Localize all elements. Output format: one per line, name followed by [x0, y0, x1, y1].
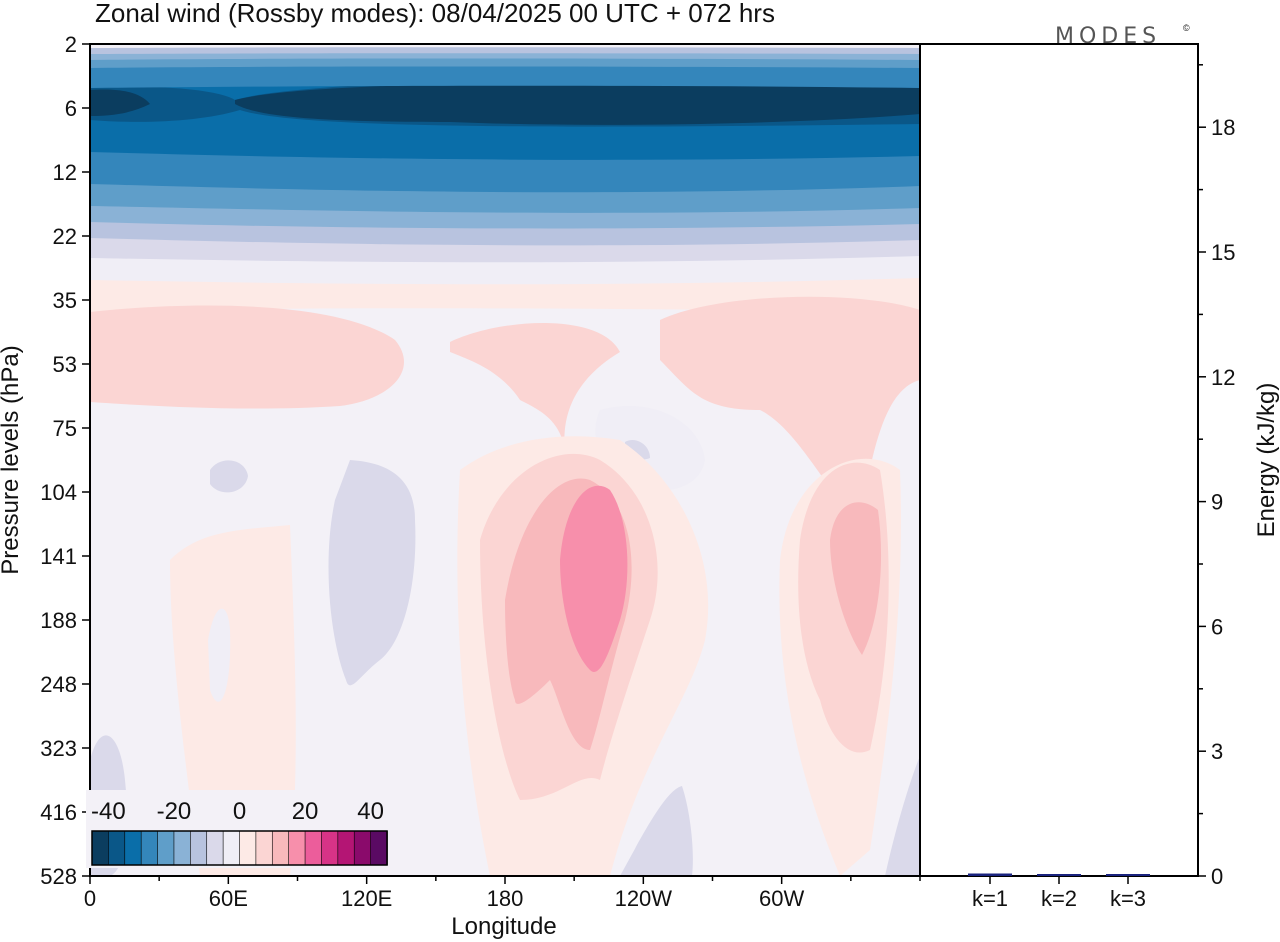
wavenumber-axis: k=1 k=2 k=3 — [972, 876, 1146, 911]
pos-core-east — [830, 502, 882, 655]
logo-registered-mark: © — [1183, 23, 1190, 33]
energy-bar — [1037, 874, 1081, 876]
neg-blob-6 — [620, 786, 693, 876]
colorbar-tick-label: 40 — [357, 798, 384, 825]
x-tick-label: 60W — [759, 886, 804, 911]
band-neg-40 — [90, 89, 150, 116]
y-tick-label: 22 — [53, 224, 77, 249]
y-tick-label: 6 — [65, 96, 77, 121]
energy-bar — [1106, 874, 1150, 876]
pos-col-west — [170, 525, 296, 876]
colorbar-cell — [140, 830, 159, 866]
colorbar-cell — [157, 830, 175, 866]
y-tick-label: 248 — [40, 672, 77, 697]
y-tick-label: 323 — [40, 736, 77, 761]
pos-blob-west — [90, 305, 404, 409]
colorbar-cell — [173, 830, 192, 866]
colorbar-cell — [304, 830, 323, 866]
pressure-axis: 2 6 12 22 35 53 75 104 141 188 248 323 416 528 — [40, 32, 90, 889]
colorbar-cell — [91, 830, 110, 866]
y-tick-label: 35 — [53, 288, 77, 313]
neg-blob-2 — [328, 460, 416, 686]
energy-tick-label: 6 — [1211, 614, 1223, 639]
energy-tick-label: 0 — [1211, 864, 1223, 889]
x-tick-label: 0 — [84, 886, 96, 911]
colorbar-cell — [271, 830, 290, 866]
x-tick-label: 120E — [341, 886, 392, 911]
neg-blob-1 — [210, 460, 248, 493]
colorbar-tick-label: 0 — [233, 798, 246, 825]
longitude-axis: 0 60E 120E 180 120W 60W — [84, 876, 921, 911]
energy-tick-label: 12 — [1211, 365, 1235, 390]
energy-bars — [968, 873, 1150, 876]
y-tick-label: 528 — [40, 864, 77, 889]
y-tick-label: 104 — [40, 480, 77, 505]
colorbar-cell — [108, 830, 126, 866]
energy-axis-label: Energy (kJ/kg) — [1253, 383, 1280, 538]
zonal-wind-heatmap — [90, 44, 920, 876]
pos-core-mid — [560, 485, 628, 672]
energy-tick-label: 3 — [1211, 739, 1223, 764]
colorbar-cell — [321, 830, 339, 866]
colorbar-cell — [288, 830, 306, 866]
y-tick-label: 12 — [53, 160, 77, 185]
colorbar-tick-label: -40 — [91, 798, 126, 825]
energy-panel-frame — [919, 43, 1199, 877]
x-tick-label: 60E — [209, 886, 248, 911]
wavenumber-label: k=1 — [972, 886, 1008, 911]
colorbar-cell — [370, 830, 388, 866]
modes-logo: MODES — [1055, 24, 1161, 49]
y-tick-label: 416 — [40, 800, 77, 825]
colorbar: -40 -20 0 20 40 — [86, 790, 394, 868]
pos-col-west-hole — [208, 608, 231, 702]
pos-blob-mid — [450, 322, 620, 450]
wavenumber-label: k=2 — [1041, 886, 1077, 911]
colorbar-cell — [190, 830, 208, 866]
colorbar-frame — [91, 830, 388, 866]
energy-tick-label: 18 — [1211, 115, 1235, 140]
colorbar-tick-label: 20 — [292, 798, 319, 825]
colorbar-cell — [353, 830, 372, 866]
colorbar-cell — [239, 830, 257, 866]
y-axis-label: Pressure levels (hPa) — [0, 345, 24, 574]
colorbar-cell — [124, 830, 142, 866]
colorbar-cell — [255, 830, 274, 866]
energy-axis: 0 3 6 9 12 15 18 — [1198, 64, 1235, 889]
wavenumber-label: k=3 — [1110, 886, 1146, 911]
energy-bar — [968, 873, 1012, 876]
colorbar-cell — [206, 830, 224, 866]
colorbar-cell — [337, 830, 356, 866]
energy-tick-label: 9 — [1211, 490, 1223, 515]
y-tick-label: 2 — [65, 32, 77, 57]
x-tick-label: 120W — [615, 886, 673, 911]
energy-tick-label: 15 — [1211, 240, 1235, 265]
neg-blob-7 — [885, 756, 920, 876]
y-tick-label: 75 — [53, 416, 77, 441]
band-neg-40-b — [235, 82, 920, 125]
x-tick-label: 180 — [487, 886, 524, 911]
colorbar-cell — [222, 830, 241, 866]
y-tick-label: 53 — [53, 352, 77, 377]
x-axis-label: Longitude — [451, 913, 556, 940]
colorbar-tick-label: -20 — [157, 798, 192, 825]
y-tick-label: 188 — [40, 608, 77, 633]
y-tick-label: 141 — [40, 544, 77, 569]
chart-title: Zonal wind (Rossby modes): 08/04/2025 00… — [95, 0, 775, 28]
band-top-4 — [90, 47, 920, 54]
